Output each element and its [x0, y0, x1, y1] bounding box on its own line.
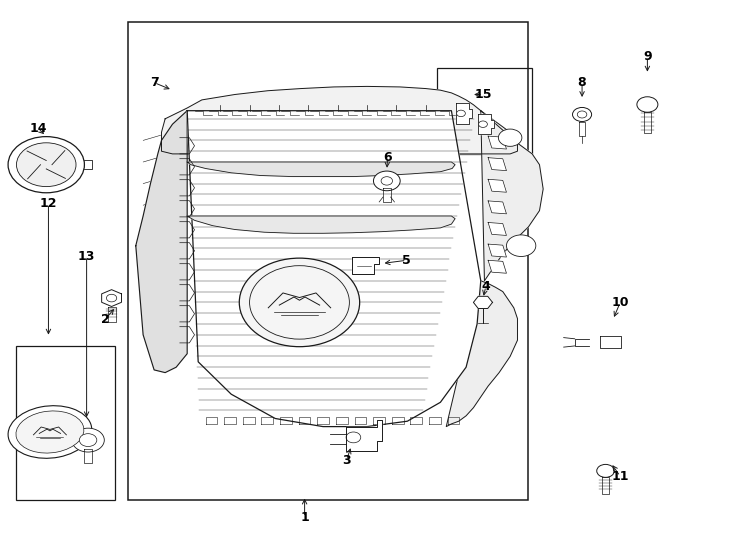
Text: 4: 4 [482, 280, 490, 293]
Text: 15: 15 [474, 88, 492, 101]
Circle shape [8, 137, 84, 193]
Polygon shape [187, 111, 481, 427]
Polygon shape [488, 244, 506, 257]
Bar [437, 68, 532, 154]
Text: 2: 2 [101, 313, 109, 326]
Circle shape [374, 171, 400, 191]
Text: 8: 8 [578, 76, 586, 89]
Circle shape [457, 110, 465, 117]
Circle shape [573, 107, 592, 122]
Ellipse shape [8, 406, 92, 458]
Polygon shape [352, 257, 379, 274]
Text: 5: 5 [402, 254, 411, 267]
Circle shape [239, 258, 360, 347]
Circle shape [506, 235, 536, 256]
Text: 1: 1 [300, 511, 309, 524]
Text: 3: 3 [342, 454, 351, 467]
Polygon shape [488, 158, 506, 171]
Polygon shape [488, 222, 506, 235]
Polygon shape [101, 289, 122, 307]
Polygon shape [456, 103, 472, 124]
Circle shape [479, 121, 487, 127]
Polygon shape [488, 179, 506, 192]
Polygon shape [161, 86, 517, 154]
Text: 11: 11 [611, 470, 629, 483]
Text: 10: 10 [611, 296, 629, 309]
Ellipse shape [16, 411, 84, 453]
Text: 12: 12 [40, 197, 57, 210]
Bar [16, 346, 115, 500]
Circle shape [381, 177, 393, 185]
Polygon shape [346, 420, 382, 451]
Text: 13: 13 [78, 250, 95, 263]
Polygon shape [136, 111, 187, 373]
Circle shape [498, 129, 522, 146]
Circle shape [72, 428, 104, 452]
Circle shape [597, 464, 614, 477]
Circle shape [16, 143, 76, 187]
Circle shape [79, 434, 97, 447]
Text: 6: 6 [383, 151, 392, 164]
Polygon shape [478, 114, 494, 134]
Text: 7: 7 [150, 76, 159, 89]
Polygon shape [488, 136, 506, 149]
Bar [128, 22, 528, 500]
Text: 9: 9 [643, 50, 652, 63]
Polygon shape [488, 260, 506, 273]
Text: 14: 14 [29, 122, 47, 135]
Polygon shape [446, 281, 517, 427]
Polygon shape [473, 296, 493, 308]
Polygon shape [187, 162, 455, 177]
Circle shape [637, 97, 658, 112]
Circle shape [578, 111, 587, 118]
Polygon shape [187, 216, 455, 233]
Polygon shape [488, 201, 506, 214]
Polygon shape [481, 111, 543, 281]
